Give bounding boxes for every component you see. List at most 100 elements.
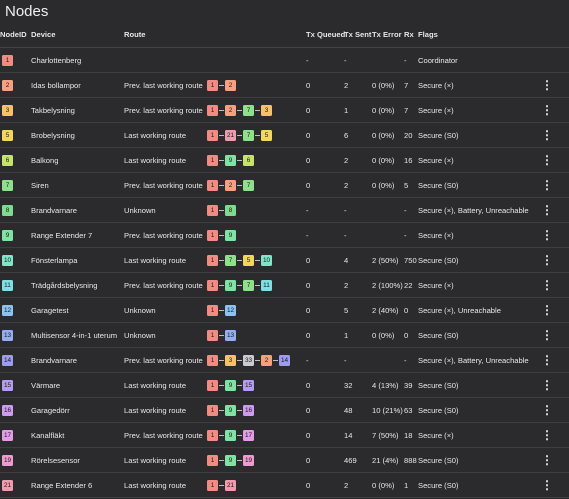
more-vertical-icon[interactable]: ⋮ (541, 277, 553, 292)
device-name: Idas bollampor (31, 72, 124, 98)
node-id-cell: 12 (0, 297, 31, 323)
more-vertical-icon[interactable]: ⋮ (541, 202, 553, 217)
table-row[interactable]: 21 Range Extender 6 Last working route 1 21 0… (0, 472, 569, 498)
more-vertical-icon[interactable]: ⋮ (541, 402, 553, 417)
page-title: Nodes (5, 3, 49, 20)
tx-queued-value: - (306, 47, 344, 73)
tx-sent-value: 6 (344, 122, 372, 148)
route-connector (219, 334, 224, 336)
tx-sent-value: 1 (344, 322, 372, 348)
tx-error-value: 0 (0%) (372, 472, 404, 498)
more-vertical-icon[interactable]: ⋮ (541, 152, 553, 167)
route-hop-chip: 1 (207, 304, 218, 316)
table-row[interactable]: 1 Charlottenberg - - - Coordinator (0, 47, 569, 73)
row-actions-cell: ⋮ (541, 347, 569, 373)
more-vertical-icon[interactable]: ⋮ (541, 427, 553, 442)
route-hop-chip: 2 (225, 79, 236, 91)
table-row[interactable]: 16 Garagedörr Last working route 1 9 16 0 48 10 … (0, 397, 569, 423)
column-header-route[interactable]: Route (124, 22, 207, 48)
route-hop-chip: 9 (225, 454, 236, 466)
route-hop-chip: 1 (207, 129, 218, 141)
table-row[interactable]: 9 Range Extender 7 Prev. last working rout… (0, 222, 569, 248)
flags-value: Secure (×) (418, 72, 541, 98)
table-row[interactable]: 15 Värmare Last working route 1 9 15 0 32 4 (13%… (0, 372, 569, 398)
table-row[interactable]: 7 Siren Prev. last working route 1 2 7 0 2 0 (0%… (0, 172, 569, 198)
column-header-node-id[interactable]: NodeID (0, 22, 31, 48)
more-vertical-icon[interactable]: ⋮ (541, 352, 553, 367)
table-row[interactable]: 19 Rörelsesensor Last working route 1 9 19 0 46… (0, 447, 569, 473)
node-id-chip: 15 (2, 379, 13, 391)
route-label: Last working route (124, 247, 207, 273)
route-hop-chip: 14 (279, 354, 290, 366)
tx-queued-value: 0 (306, 372, 344, 398)
more-vertical-icon[interactable]: ⋮ (541, 477, 553, 492)
tx-error-value: 0 (0%) (372, 122, 404, 148)
more-vertical-icon[interactable]: ⋮ (541, 177, 553, 192)
tx-error-value: 2 (100%) (372, 272, 404, 298)
tx-queued-value: 0 (306, 322, 344, 348)
more-vertical-icon[interactable]: ⋮ (541, 77, 553, 92)
node-id-chip: 5 (2, 129, 13, 141)
node-id-chip: 8 (2, 204, 13, 216)
column-header-rx[interactable]: Rx (404, 22, 418, 48)
table-row[interactable]: 3 Takbelysning Prev. last working route 1 2 7… (0, 97, 569, 123)
route-connector (219, 434, 224, 436)
device-name: Kanalfläkt (31, 422, 124, 448)
column-header-tx-sent[interactable]: Tx Sent (344, 22, 372, 48)
table-row[interactable]: 8 Brandvarnare Unknown 1 8- - - Secure (×), Bat… (0, 197, 569, 223)
more-vertical-icon[interactable]: ⋮ (541, 327, 553, 342)
rx-value: 22 (404, 272, 418, 298)
tx-error-value: 2 (40%) (372, 297, 404, 323)
route-hop-chip: 17 (243, 429, 254, 441)
route-connector (219, 109, 224, 111)
flags-value: Secure (S0) (418, 372, 541, 398)
more-vertical-icon[interactable]: ⋮ (541, 127, 553, 142)
table-row[interactable]: 17 Kanalfläkt Prev. last working route 1 9 17… (0, 422, 569, 448)
route-path: 1 12 (207, 304, 236, 316)
tx-queued-value: - (306, 347, 344, 373)
route-hop-chip: 1 (207, 154, 218, 166)
tx-queued-value: - (306, 197, 344, 223)
table-row[interactable]: 11 Trädgårdsbelysning Prev. last working r… (0, 272, 569, 298)
table-row[interactable]: 12 Garagetest Unknown 1 12 0 5 2 (40%) 0 Secure (… (0, 297, 569, 323)
route-label: Prev. last working route (124, 172, 207, 198)
table-row[interactable]: 14 Brandvarnare Prev. last working route 1 3… (0, 347, 569, 373)
route-hop-chip: 1 (207, 254, 218, 266)
column-header-flags[interactable]: Flags (418, 22, 541, 48)
more-vertical-icon[interactable]: ⋮ (541, 252, 553, 267)
route-hop-chip: 2 (225, 179, 236, 191)
rx-value: 20 (404, 122, 418, 148)
more-vertical-icon[interactable]: ⋮ (541, 102, 553, 117)
table-row[interactable]: 13 Multisensor 4-in-1 uterum Unknown 1 13 0 1 0… (0, 322, 569, 348)
table-row[interactable]: 6 Balkong Last working route 1 9 6 0 2 0 (0%) 16 S… (0, 147, 569, 173)
column-header-tx-queued[interactable]: Tx Queued (306, 22, 345, 48)
more-vertical-icon[interactable]: ⋮ (541, 377, 553, 392)
node-id-cell: 1 (0, 47, 31, 73)
node-id-chip: 12 (2, 304, 13, 316)
tx-queued-value: 0 (306, 72, 344, 98)
table-row[interactable]: 5 Brobelysning Last working route 1 21 7 5 0 6 0 … (0, 122, 569, 148)
column-header-device[interactable]: Device (31, 22, 124, 48)
route-connector (219, 184, 224, 186)
more-vertical-icon[interactable]: ⋮ (541, 302, 553, 317)
table-row[interactable]: 10 Fönsterlampa Last working route 1 7 5 10 0 4 2… (0, 247, 569, 273)
route-hop-chip: 1 (207, 354, 218, 366)
node-id-cell: 19 (0, 447, 31, 473)
node-id-cell: 6 (0, 147, 31, 173)
rx-value: 0 (404, 297, 418, 323)
route-path-cell: 1 21 (207, 472, 306, 498)
table-row[interactable]: 2 Idas bollampor Prev. last working route 1… (0, 72, 569, 98)
route-connector (219, 309, 224, 311)
route-hop-chip: 1 (207, 104, 218, 116)
route-path-cell: 1 12 (207, 297, 306, 323)
route-path: 1 3 33 2 14 (207, 354, 290, 366)
route-label: Unknown (124, 322, 207, 348)
route-connector (237, 359, 242, 361)
more-vertical-icon[interactable]: ⋮ (541, 452, 553, 467)
more-vertical-icon[interactable]: ⋮ (541, 227, 553, 242)
rx-value: 7 (404, 72, 418, 98)
column-header-tx-error[interactable]: Tx Error (372, 22, 404, 48)
device-name: Garagedörr (31, 397, 124, 423)
route-connector (255, 284, 260, 286)
